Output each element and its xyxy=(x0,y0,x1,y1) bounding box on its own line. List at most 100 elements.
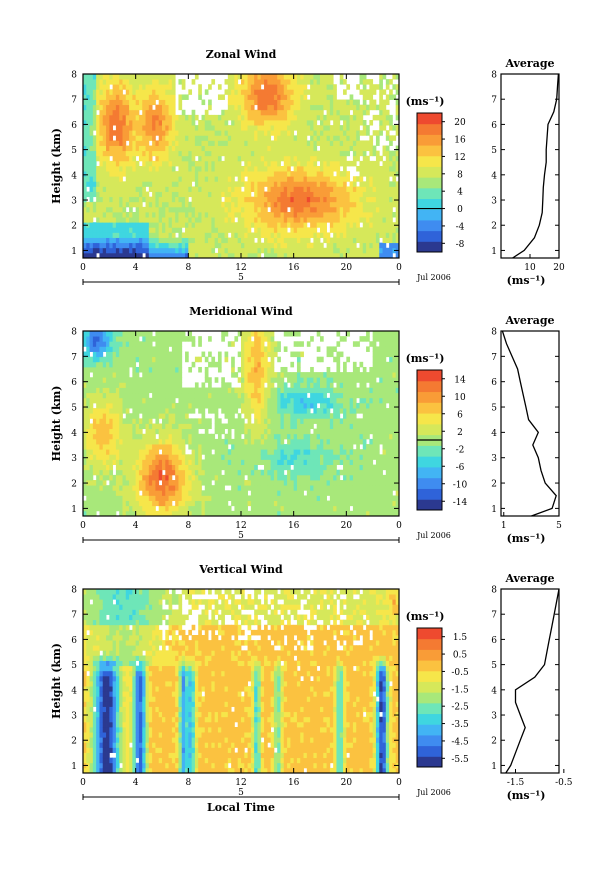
heatmap-cell xyxy=(310,104,314,111)
heatmap-cell xyxy=(132,408,137,414)
heatmap-cell xyxy=(194,469,199,476)
heatmap-cell xyxy=(313,145,318,152)
heatmap-cell xyxy=(132,176,137,182)
heatmap-cell xyxy=(231,201,235,208)
heatmap-cell xyxy=(106,186,110,192)
heatmap-cell xyxy=(162,346,166,352)
heatmap-cell xyxy=(168,464,173,471)
heatmap-cell xyxy=(277,186,281,192)
heatmap-cell xyxy=(326,166,331,172)
heatmap-cell xyxy=(122,356,127,363)
heatmap-cell xyxy=(138,454,143,460)
heatmap-cell xyxy=(83,140,87,146)
heatmap-cell xyxy=(83,402,87,409)
heatmap-cell xyxy=(310,160,314,167)
heatmap-cell xyxy=(277,74,281,80)
heatmap-cell xyxy=(115,418,120,424)
heatmap-cell xyxy=(250,135,255,141)
heatmap-cell xyxy=(254,135,258,141)
heatmap-cell xyxy=(112,160,117,167)
heatmap-cell xyxy=(254,217,258,223)
heatmap-cell xyxy=(92,84,97,90)
heatmap-cell xyxy=(362,89,367,95)
heatmap-cell xyxy=(214,444,219,450)
heatmap-cell xyxy=(234,125,239,131)
heatmap-cell xyxy=(99,428,104,435)
heatmap-cell xyxy=(224,114,229,121)
heatmap-cell xyxy=(333,150,337,157)
heatmap-cell xyxy=(264,99,268,106)
heatmap-cell xyxy=(366,227,370,233)
heatmap-cell xyxy=(109,449,114,455)
heatmap-cell xyxy=(280,201,285,208)
heatmap-cell xyxy=(214,474,219,481)
heatmap-cell xyxy=(201,150,206,157)
heatmap-cell xyxy=(175,125,179,131)
heatmap-cell xyxy=(89,201,94,208)
heatmap-cell xyxy=(260,459,265,466)
heatmap-cell xyxy=(257,135,262,141)
heatmap-cell xyxy=(129,449,133,455)
heatmap-cell xyxy=(152,176,156,182)
heatmap-cell xyxy=(366,145,370,152)
heatmap-cell xyxy=(198,505,202,512)
heatmap-cell xyxy=(204,444,209,450)
heatmap-cell xyxy=(224,171,229,177)
heatmap-cell xyxy=(241,176,245,182)
heatmap-cell xyxy=(320,166,324,172)
heatmap-cell xyxy=(175,495,179,501)
heatmap-cell xyxy=(372,217,377,223)
heatmap-cell xyxy=(260,196,265,203)
heatmap-cell xyxy=(119,94,123,100)
heatmap-cell xyxy=(217,361,222,368)
heatmap-cell xyxy=(247,84,252,90)
heatmap-cell xyxy=(178,382,183,388)
heatmap-cell xyxy=(142,247,146,254)
heatmap-cell xyxy=(343,155,347,162)
heatmap-cell xyxy=(83,84,87,90)
heatmap-cell xyxy=(83,201,87,208)
heatmap-cell xyxy=(122,150,127,157)
heatmap-cell xyxy=(280,109,285,116)
heatmap-cell xyxy=(135,490,140,496)
heatmap-cell xyxy=(96,336,100,342)
heatmap-cell xyxy=(115,366,120,373)
heatmap-cell xyxy=(221,505,225,512)
heatmap-cell xyxy=(280,191,285,198)
heatmap-cell xyxy=(313,222,318,228)
heatmap-cell xyxy=(346,171,351,177)
heatmap-cell xyxy=(343,166,347,172)
heatmap-cell xyxy=(293,89,298,95)
heatmap-cell xyxy=(316,176,321,182)
heatmap-cell xyxy=(372,150,377,157)
heatmap-cell xyxy=(208,469,212,476)
heatmap-cell xyxy=(92,166,97,172)
heatmap-cell xyxy=(89,89,94,95)
heatmap-cell xyxy=(171,94,176,100)
heatmap-cell xyxy=(122,366,127,373)
heatmap-cell xyxy=(152,428,156,435)
heatmap-cell xyxy=(224,135,229,141)
heatmap-cell xyxy=(221,176,225,182)
heatmap-cell xyxy=(241,74,245,80)
heatmap-cell xyxy=(181,392,186,399)
heatmap-cell xyxy=(165,125,169,131)
heatmap-cell xyxy=(214,495,219,501)
heatmap-cell xyxy=(277,196,281,203)
heatmap-cell xyxy=(102,356,107,363)
heatmap-cell xyxy=(306,171,311,177)
heatmap-cell xyxy=(83,469,87,476)
heatmap-cell xyxy=(303,186,308,192)
heatmap-cell xyxy=(86,372,90,378)
heatmap-cell xyxy=(148,206,153,213)
heatmap-cell xyxy=(109,150,114,157)
heatmap-cell xyxy=(152,84,156,90)
heatmap-cell xyxy=(290,74,295,80)
heatmap-cell xyxy=(201,135,206,141)
heatmap-cell xyxy=(83,485,87,491)
heatmap-cell xyxy=(96,505,100,512)
heatmap-cell xyxy=(119,109,123,116)
heatmap-cell xyxy=(389,89,393,95)
heatmap-cell xyxy=(152,145,156,152)
heatmap-cell xyxy=(395,206,400,213)
